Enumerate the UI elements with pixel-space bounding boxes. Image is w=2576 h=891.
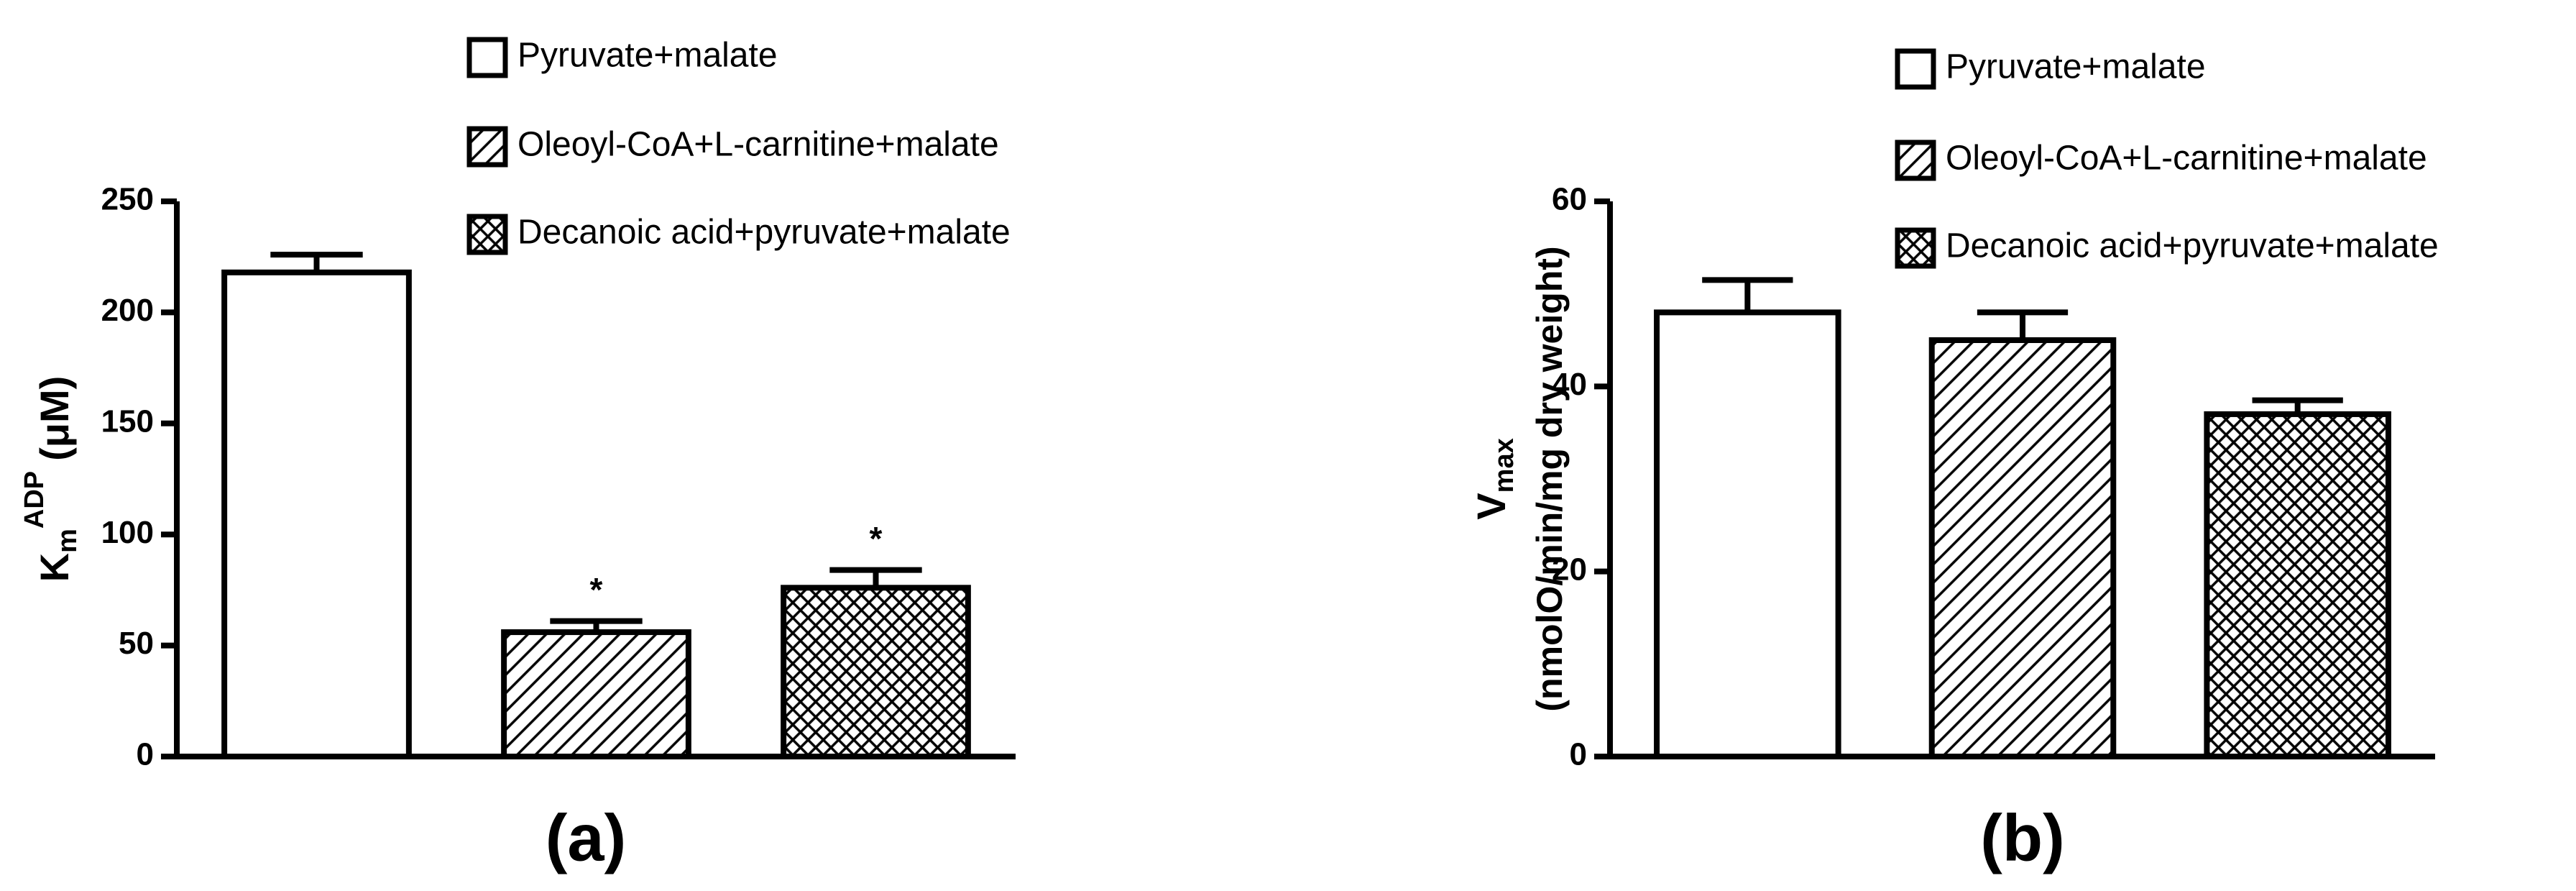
y-tick-label: 0 bbox=[1570, 737, 1587, 772]
y-tick-label: 40 bbox=[1552, 367, 1587, 402]
y-tick-label: 0 bbox=[137, 737, 154, 772]
label-subscript: m bbox=[52, 529, 83, 553]
label-unit: (μM) bbox=[32, 376, 77, 461]
y-axis-label: Vmax bbox=[1468, 438, 1519, 519]
legend-label: Decanoic acid+pyruvate+malate bbox=[1946, 227, 2439, 265]
y-tick-label: 100 bbox=[101, 515, 154, 550]
label-subscript: max bbox=[1489, 438, 1519, 493]
legend-swatch bbox=[1895, 140, 1936, 181]
bar bbox=[221, 269, 412, 760]
bar bbox=[781, 585, 971, 760]
legend-label: Pyruvate+malate bbox=[518, 37, 778, 75]
legend-label: Oleoyl-CoA+L-carnitine+malate bbox=[518, 126, 999, 164]
legend-swatch bbox=[466, 214, 508, 255]
bar bbox=[1654, 309, 1841, 759]
legend-swatch bbox=[1895, 48, 1936, 90]
panel-label: (b) bbox=[1980, 801, 2064, 874]
label-symbol: K bbox=[32, 553, 77, 582]
y-tick-label: 200 bbox=[101, 293, 154, 328]
y-tick-label: 250 bbox=[101, 182, 154, 217]
y-tick-label: 60 bbox=[1552, 182, 1587, 217]
panel-label: (a) bbox=[546, 801, 626, 874]
y-axis-unit: (nmolO/min/mg dry weight) bbox=[1530, 246, 1570, 711]
bar bbox=[1928, 337, 2117, 759]
legend-label: Decanoic acid+pyruvate+malate bbox=[518, 214, 1011, 252]
legend-label: Pyruvate+malate bbox=[1946, 48, 2206, 86]
label-symbol: V bbox=[1468, 493, 1514, 519]
legend-label: Oleoyl-CoA+L-carnitine+malate bbox=[1946, 140, 2427, 178]
legend-swatch bbox=[466, 37, 508, 78]
annotation: * bbox=[590, 571, 603, 608]
legend-swatch bbox=[466, 126, 508, 168]
y-axis-label: KmADP (μM) bbox=[19, 376, 83, 582]
bar bbox=[2204, 411, 2391, 760]
label-superscript: ADP bbox=[19, 471, 50, 529]
y-tick-label: 50 bbox=[119, 626, 154, 661]
legend-swatch bbox=[1895, 227, 1936, 269]
bar bbox=[501, 629, 691, 760]
annotation: * bbox=[870, 520, 883, 557]
y-tick-label: 20 bbox=[1552, 552, 1587, 587]
y-tick-label: 150 bbox=[101, 403, 154, 439]
